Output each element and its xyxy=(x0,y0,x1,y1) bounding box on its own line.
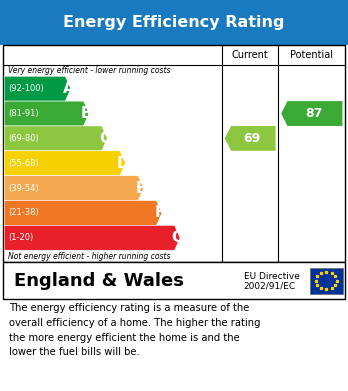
Text: EU Directive: EU Directive xyxy=(244,272,300,281)
Text: A: A xyxy=(62,81,74,96)
Polygon shape xyxy=(4,76,71,101)
Text: 69: 69 xyxy=(244,132,261,145)
Polygon shape xyxy=(4,176,144,201)
Text: The energy efficiency rating is a measure of the
overall efficiency of a home. T: The energy efficiency rating is a measur… xyxy=(9,303,260,357)
Text: D: D xyxy=(117,156,129,171)
Text: (1-20): (1-20) xyxy=(8,233,34,242)
Polygon shape xyxy=(4,225,180,250)
Text: F: F xyxy=(154,205,165,221)
Polygon shape xyxy=(4,151,126,176)
Text: Potential: Potential xyxy=(290,50,333,60)
Text: (69-80): (69-80) xyxy=(8,134,39,143)
Text: Current: Current xyxy=(232,50,269,60)
Text: (81-91): (81-91) xyxy=(8,109,39,118)
Text: Very energy efficient - lower running costs: Very energy efficient - lower running co… xyxy=(8,66,170,75)
Text: 87: 87 xyxy=(305,107,322,120)
Bar xyxy=(3,262,345,299)
Text: England & Wales: England & Wales xyxy=(14,271,184,290)
Polygon shape xyxy=(4,101,89,126)
Text: G: G xyxy=(172,230,184,245)
Polygon shape xyxy=(281,101,342,126)
Text: (21-38): (21-38) xyxy=(8,208,39,217)
Polygon shape xyxy=(4,201,162,225)
Text: B: B xyxy=(81,106,92,121)
Polygon shape xyxy=(225,126,276,151)
Text: (92-100): (92-100) xyxy=(8,84,44,93)
Polygon shape xyxy=(4,126,107,151)
Text: C: C xyxy=(99,131,110,146)
Text: (39-54): (39-54) xyxy=(8,184,39,193)
Text: E: E xyxy=(136,181,147,196)
Text: (55-68): (55-68) xyxy=(8,159,39,168)
Bar xyxy=(0,0,348,45)
Text: Not energy efficient - higher running costs: Not energy efficient - higher running co… xyxy=(8,251,170,261)
Bar xyxy=(3,45,345,262)
Text: 2002/91/EC: 2002/91/EC xyxy=(244,282,296,291)
Bar xyxy=(310,267,343,294)
Text: Energy Efficiency Rating: Energy Efficiency Rating xyxy=(63,15,285,30)
